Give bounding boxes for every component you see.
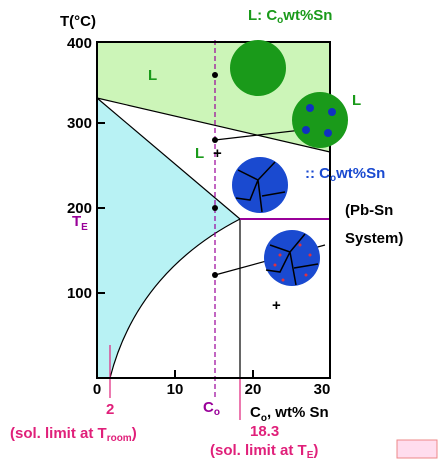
solvus [109, 218, 241, 379]
x-tick-label: 30 [314, 381, 331, 398]
y-tick-label: 200 [67, 200, 92, 217]
dot [212, 137, 218, 143]
te-label: TE [72, 213, 88, 233]
x-tick-label: 10 [167, 381, 184, 398]
grain-boundary [235, 161, 286, 213]
y-tick-label: 400 [67, 35, 92, 52]
dot [212, 205, 218, 211]
dot [212, 72, 218, 78]
dot [324, 129, 332, 137]
plus-label: + [272, 297, 281, 314]
x-title: Co, wt% Sn [250, 404, 329, 424]
dot [278, 253, 282, 257]
y-tick-label: 300 [67, 115, 92, 132]
circle-label: L [352, 92, 361, 109]
dot [281, 278, 285, 282]
dot [273, 263, 277, 267]
dot [212, 272, 218, 278]
co-label: Co [203, 399, 220, 418]
limit-value: 2 [106, 401, 114, 418]
logo [396, 439, 438, 459]
solidus [96, 97, 241, 220]
x-tick-label: 20 [245, 381, 262, 398]
dot [302, 126, 310, 134]
dot [298, 243, 302, 247]
dot [308, 253, 312, 257]
mixed-circle [292, 92, 348, 148]
limit-note: (sol. limit at TE) [210, 442, 318, 461]
dot [306, 104, 314, 112]
liquid-circle [230, 40, 286, 96]
alpha-circle [232, 157, 288, 213]
plot-frame [96, 41, 331, 379]
region-label: L [148, 67, 157, 84]
system-label: (Pb-Sn [345, 202, 393, 219]
region-label: L [195, 145, 204, 162]
plus-label: + [213, 145, 222, 162]
dot [304, 273, 308, 277]
x-tick-label: 0 [93, 381, 101, 398]
liquid-label: L: Cowt%Sn [248, 7, 332, 26]
grain-boundary [265, 233, 319, 286]
limit-value: 18.3 [250, 423, 279, 440]
system-label: System) [345, 230, 403, 247]
y-tick-label: 100 [67, 285, 92, 302]
y-title: T(°C) [60, 13, 96, 30]
liquidus [96, 97, 331, 153]
limit-note: (sol. limit at Troom) [10, 425, 137, 444]
alpha-region [97, 98, 240, 378]
alpha-label: :: Cowt%Sn [305, 165, 385, 184]
precipitate-circle [264, 230, 320, 286]
dot [328, 108, 336, 116]
